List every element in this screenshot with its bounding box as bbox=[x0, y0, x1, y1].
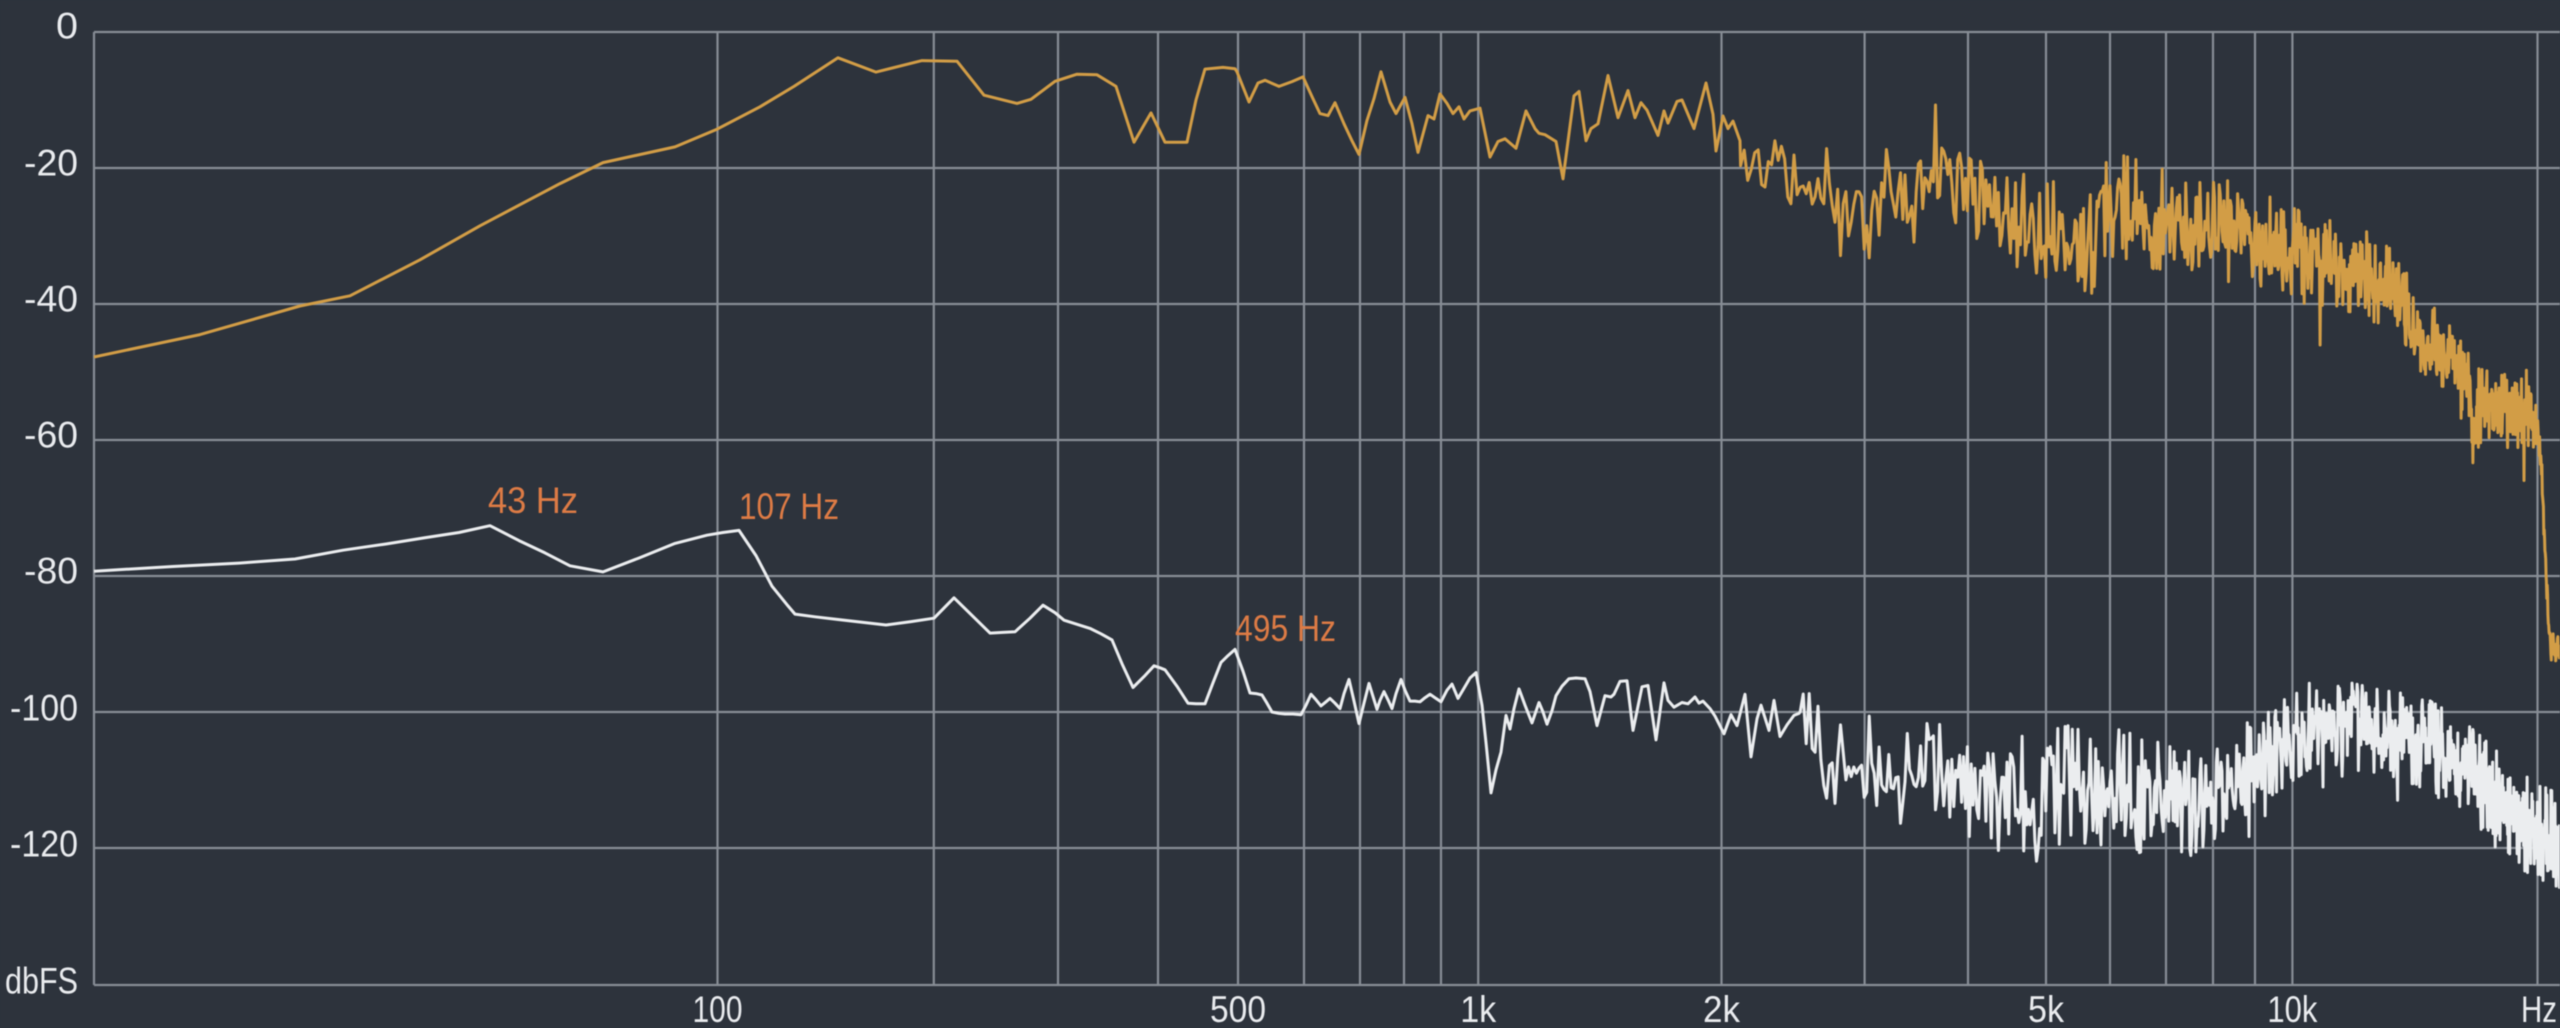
svg-text:5k: 5k bbox=[2028, 989, 2064, 1028]
svg-text:-20: -20 bbox=[24, 143, 78, 184]
svg-text:2k: 2k bbox=[1703, 989, 1740, 1028]
svg-text:-100: -100 bbox=[10, 688, 78, 729]
svg-text:1k: 1k bbox=[1460, 989, 1496, 1028]
svg-text:-120: -120 bbox=[10, 824, 78, 865]
svg-text:107 Hz: 107 Hz bbox=[739, 486, 839, 527]
svg-text:495 Hz: 495 Hz bbox=[1235, 608, 1336, 649]
svg-text:43 Hz: 43 Hz bbox=[488, 480, 578, 521]
svg-text:0: 0 bbox=[56, 6, 78, 47]
svg-text:10k: 10k bbox=[2267, 989, 2317, 1028]
svg-text:Hz: Hz bbox=[2521, 989, 2557, 1028]
svg-text:-40: -40 bbox=[24, 279, 78, 320]
svg-text:dbFS: dbFS bbox=[5, 961, 78, 1002]
svg-text:500: 500 bbox=[1210, 989, 1266, 1028]
svg-text:100: 100 bbox=[693, 989, 743, 1028]
svg-text:-60: -60 bbox=[24, 415, 78, 456]
svg-text:-80: -80 bbox=[24, 551, 78, 592]
